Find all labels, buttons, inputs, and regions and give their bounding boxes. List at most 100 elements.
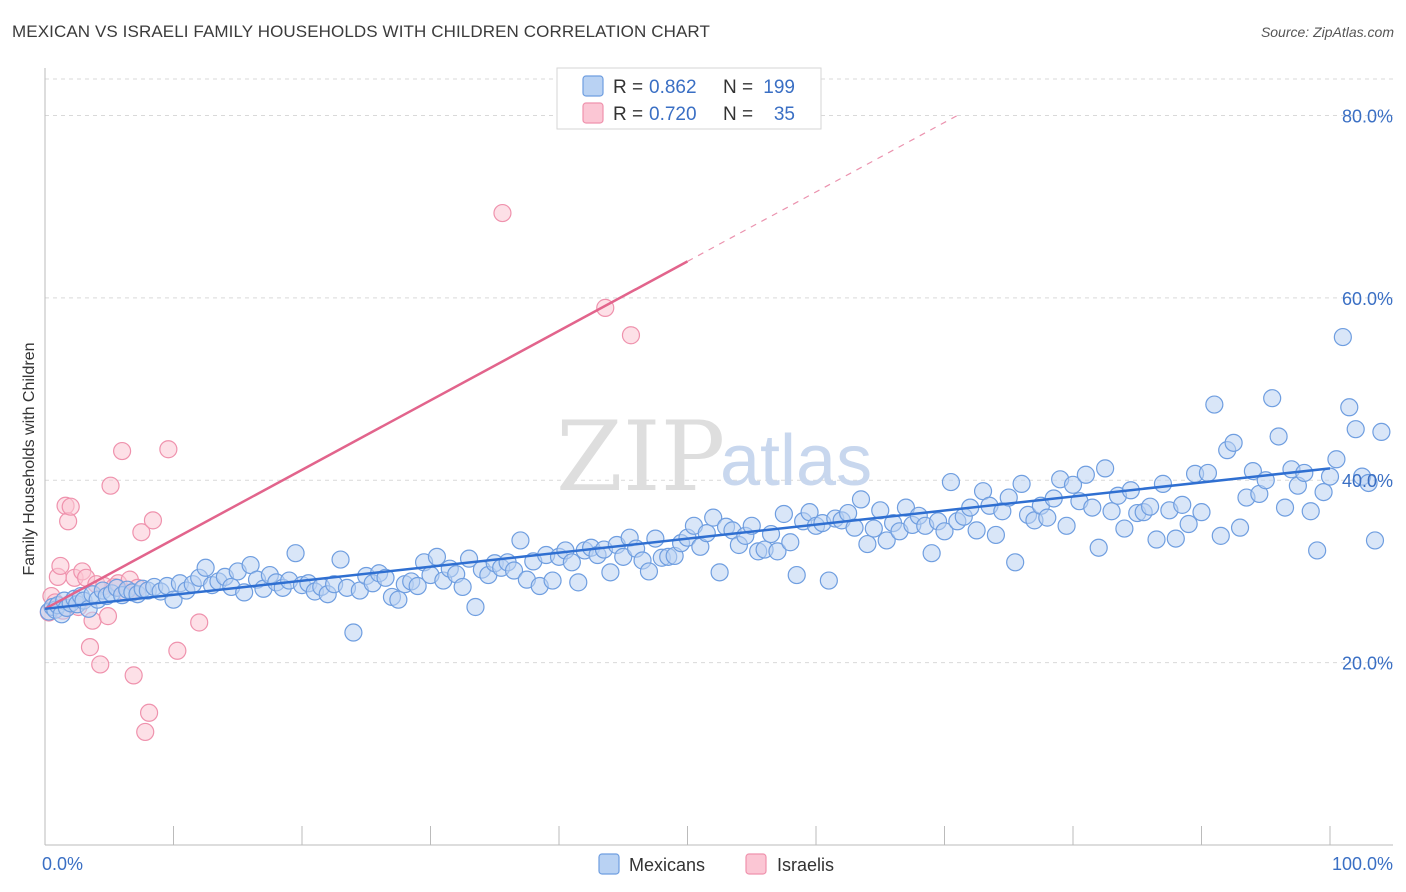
israelis-point: [51, 556, 70, 576]
stats-legend: R = 0.862 N = 199 R = 0.720 N = 35: [556, 67, 822, 130]
mexicans-point: [1192, 503, 1211, 522]
mexicans-point: [1140, 497, 1160, 516]
mexicans-point: [1006, 553, 1025, 572]
mexicans-point: [1173, 495, 1192, 514]
mexicans-point: [376, 568, 395, 587]
mexicans-point: [1372, 422, 1391, 442]
mexicans-point: [511, 531, 530, 550]
mexicans-point: [1179, 514, 1198, 534]
mexicans-point: [1057, 516, 1076, 535]
series-legend: Mexicans Israelis: [598, 853, 834, 875]
mexicans-point: [344, 623, 363, 642]
israelis-point: [493, 203, 512, 223]
legend-israelis-swatch: [745, 853, 767, 875]
israelis-r-label: R =: [613, 104, 643, 125]
israelis-point: [101, 476, 120, 495]
israelis-point: [621, 326, 641, 345]
israelis-point: [91, 655, 110, 674]
israelis-n-label: N =: [723, 104, 753, 125]
mexicans-point: [1096, 459, 1115, 478]
israelis-trend-line: [44, 260, 689, 610]
mexicans-point: [1359, 473, 1378, 493]
mexicans-point: [941, 472, 961, 492]
y-tick-label: 40.0%: [1342, 471, 1393, 491]
mexicans-point: [1211, 526, 1230, 545]
mexicans-point: [1230, 518, 1250, 537]
mexicans-point: [408, 576, 427, 596]
y-tick-label: 60.0%: [1342, 289, 1393, 309]
legend-israelis-label: Israelis: [777, 855, 834, 875]
x-tick-labels: 0.0% 100.0%: [42, 854, 1393, 874]
mexicans-swatch: [582, 75, 604, 97]
mexicans-point: [1301, 502, 1320, 521]
mexicans-point: [1263, 389, 1282, 408]
mexicans-point: [196, 558, 215, 577]
israelis-trend-extension: [687, 114, 958, 262]
israelis-point: [98, 607, 118, 626]
mexicans-point: [466, 597, 485, 617]
mexicans-point: [1083, 498, 1102, 517]
mexicans-point: [562, 553, 581, 572]
mexicans-point: [1269, 427, 1288, 446]
mexicans-trend-line: [44, 467, 1331, 611]
mexicans-point: [1089, 538, 1108, 557]
mexicans-point: [704, 508, 723, 527]
mexicans-point: [1038, 508, 1057, 527]
mexicans-point: [601, 563, 620, 582]
source-label: Source: ZipAtlas.com: [1260, 24, 1394, 40]
israelis-point: [136, 722, 155, 742]
mexicans-point: [819, 571, 838, 590]
mexicans-point: [1314, 482, 1333, 502]
israelis-swatch: [582, 102, 604, 124]
y-axis-label: Family Households with Children: [21, 343, 38, 576]
mexicans-point: [896, 498, 916, 517]
israelis-point: [132, 523, 151, 542]
mexicans-point: [781, 533, 800, 552]
mexicans-point: [1205, 395, 1224, 414]
mexicans-point: [1224, 433, 1243, 452]
mexicans-point: [1102, 502, 1121, 521]
x-tick-label: 100.0%: [1332, 854, 1393, 874]
mexicans-point: [986, 525, 1006, 545]
mexicans-point: [1308, 541, 1327, 560]
mexicans-point: [453, 577, 472, 597]
y-tick-label: 20.0%: [1342, 654, 1393, 674]
mexicans-n-value: 199: [763, 77, 795, 98]
israelis-point: [112, 441, 132, 461]
mexicans-point: [1147, 530, 1166, 549]
y-tick-label: 80.0%: [1342, 106, 1393, 126]
israelis-point: [159, 440, 178, 459]
mexicans-point: [1115, 519, 1134, 538]
israelis-n-value: 35: [774, 104, 795, 125]
x-tick-label: 0.0%: [42, 854, 83, 874]
chart-title: MEXICAN VS ISRAELI FAMILY HOUSEHOLDS WIT…: [12, 22, 710, 41]
mexicans-point: [504, 561, 524, 580]
israelis-point: [190, 613, 209, 632]
mexicans-point: [1365, 531, 1385, 550]
mexicans-point: [1012, 474, 1031, 493]
watermark: ZIP atlas: [556, 401, 872, 513]
mexicans-point: [286, 544, 305, 563]
mexicans-point: [935, 522, 954, 541]
israelis-point: [80, 638, 100, 657]
israelis-r-value: 0.720: [649, 104, 697, 125]
mexicans-point: [1340, 398, 1359, 417]
mexicans-point: [877, 531, 896, 550]
legend-mexicans-swatch: [598, 853, 620, 875]
watermark-atlas: atlas: [720, 421, 872, 501]
mexicans-point: [646, 529, 665, 548]
trend-lines: [44, 114, 1331, 611]
legend-mexicans-label: Mexicans: [629, 855, 705, 875]
mexicans-point: [389, 590, 408, 609]
y-tick-labels: 20.0% 40.0% 60.0% 80.0%: [1342, 106, 1393, 673]
mexicans-point: [1320, 467, 1340, 486]
mexicans-n-label: N =: [723, 77, 753, 98]
mexicans-r-label: R =: [613, 77, 643, 98]
mexicans-point: [967, 521, 986, 540]
mexicans-point: [864, 519, 883, 538]
mexicans-point: [331, 550, 350, 569]
mexicans-point: [1153, 474, 1173, 493]
mexicans-point: [1063, 475, 1083, 494]
mexicans-point: [1166, 529, 1185, 548]
